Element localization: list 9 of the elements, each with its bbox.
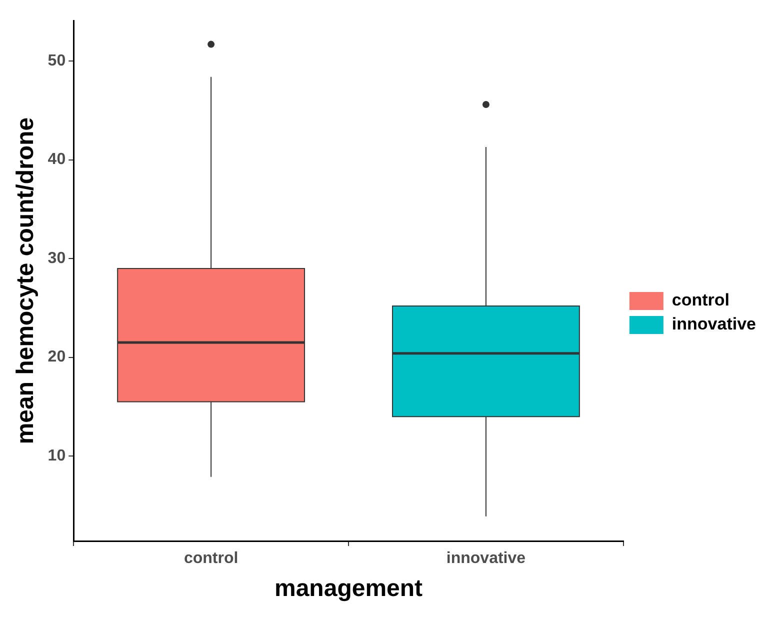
y-tick-label: 10 <box>48 447 66 464</box>
y-tick-label: 20 <box>48 348 66 366</box>
y-axis-title: mean hemocyte count/drone <box>12 117 40 444</box>
y-tick-label: 40 <box>48 151 66 168</box>
x-axis-title: management <box>274 575 423 602</box>
legend-label: innovative <box>672 314 756 334</box>
legend-label: control <box>672 290 730 310</box>
y-tick-label: 30 <box>48 250 66 267</box>
y-tick-label: 50 <box>48 52 66 70</box>
